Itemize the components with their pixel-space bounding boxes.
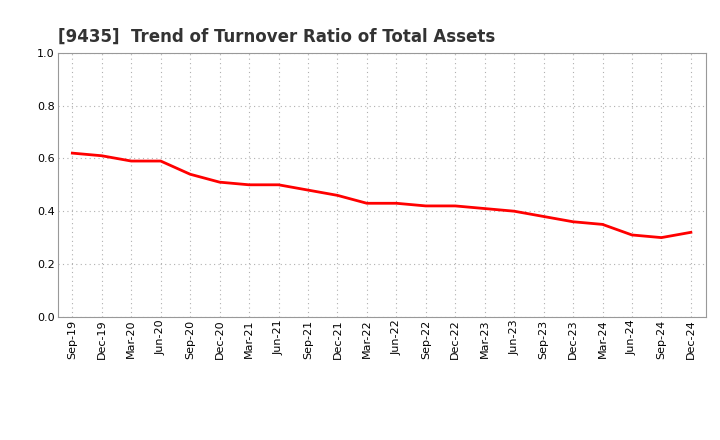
Text: [9435]  Trend of Turnover Ratio of Total Assets: [9435] Trend of Turnover Ratio of Total … — [58, 28, 495, 46]
